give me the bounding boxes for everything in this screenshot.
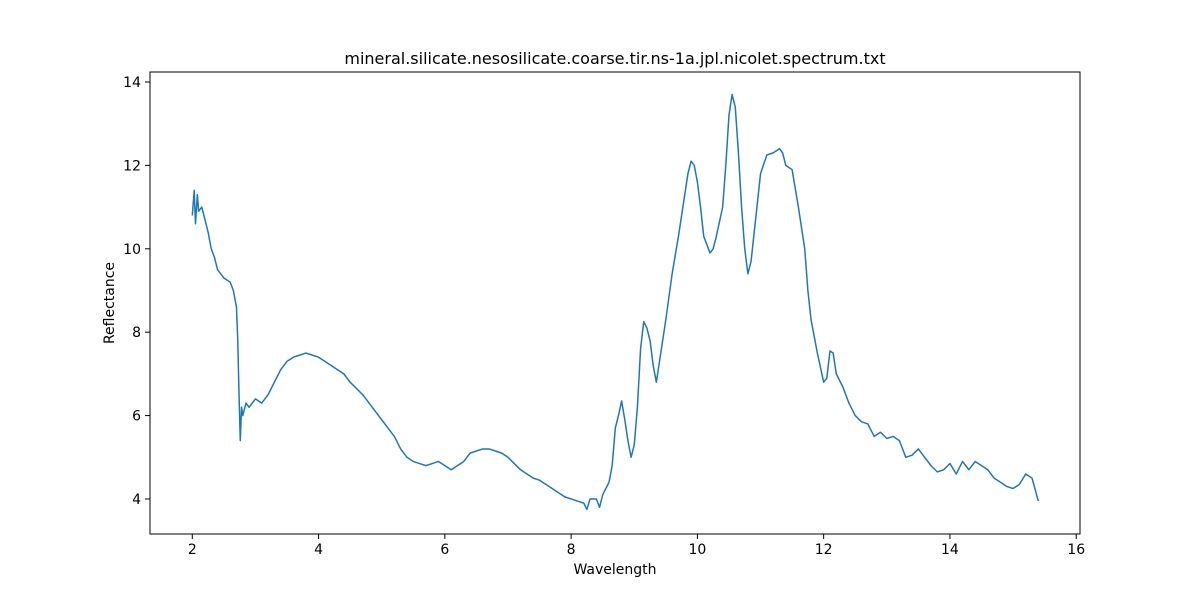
- y-axis-label: Reflectance: [102, 262, 118, 344]
- y-tick-label: 12: [123, 158, 141, 174]
- x-tick-label: 12: [815, 542, 833, 558]
- chart-title: mineral.silicate.nesosilicate.coarse.tir…: [344, 49, 885, 68]
- y-tick-label: 6: [132, 409, 141, 425]
- y-tick-label: 8: [132, 325, 141, 341]
- x-tick-label: 4: [314, 542, 323, 558]
- data-line: [191, 93, 1040, 511]
- y-tick-label: 14: [123, 75, 141, 91]
- x-tick-label: 10: [688, 542, 706, 558]
- x-tick-label: 8: [567, 542, 576, 558]
- x-tick-label: 16: [1067, 542, 1085, 558]
- x-tick-label: 14: [941, 542, 959, 558]
- plot-frame: [149, 71, 1081, 535]
- x-tick-label: 6: [440, 542, 449, 558]
- x-axis-label: Wavelength: [573, 562, 656, 578]
- y-tick-label: 4: [132, 492, 141, 508]
- x-tick-label: 2: [188, 542, 197, 558]
- y-tick-label: 10: [123, 242, 141, 258]
